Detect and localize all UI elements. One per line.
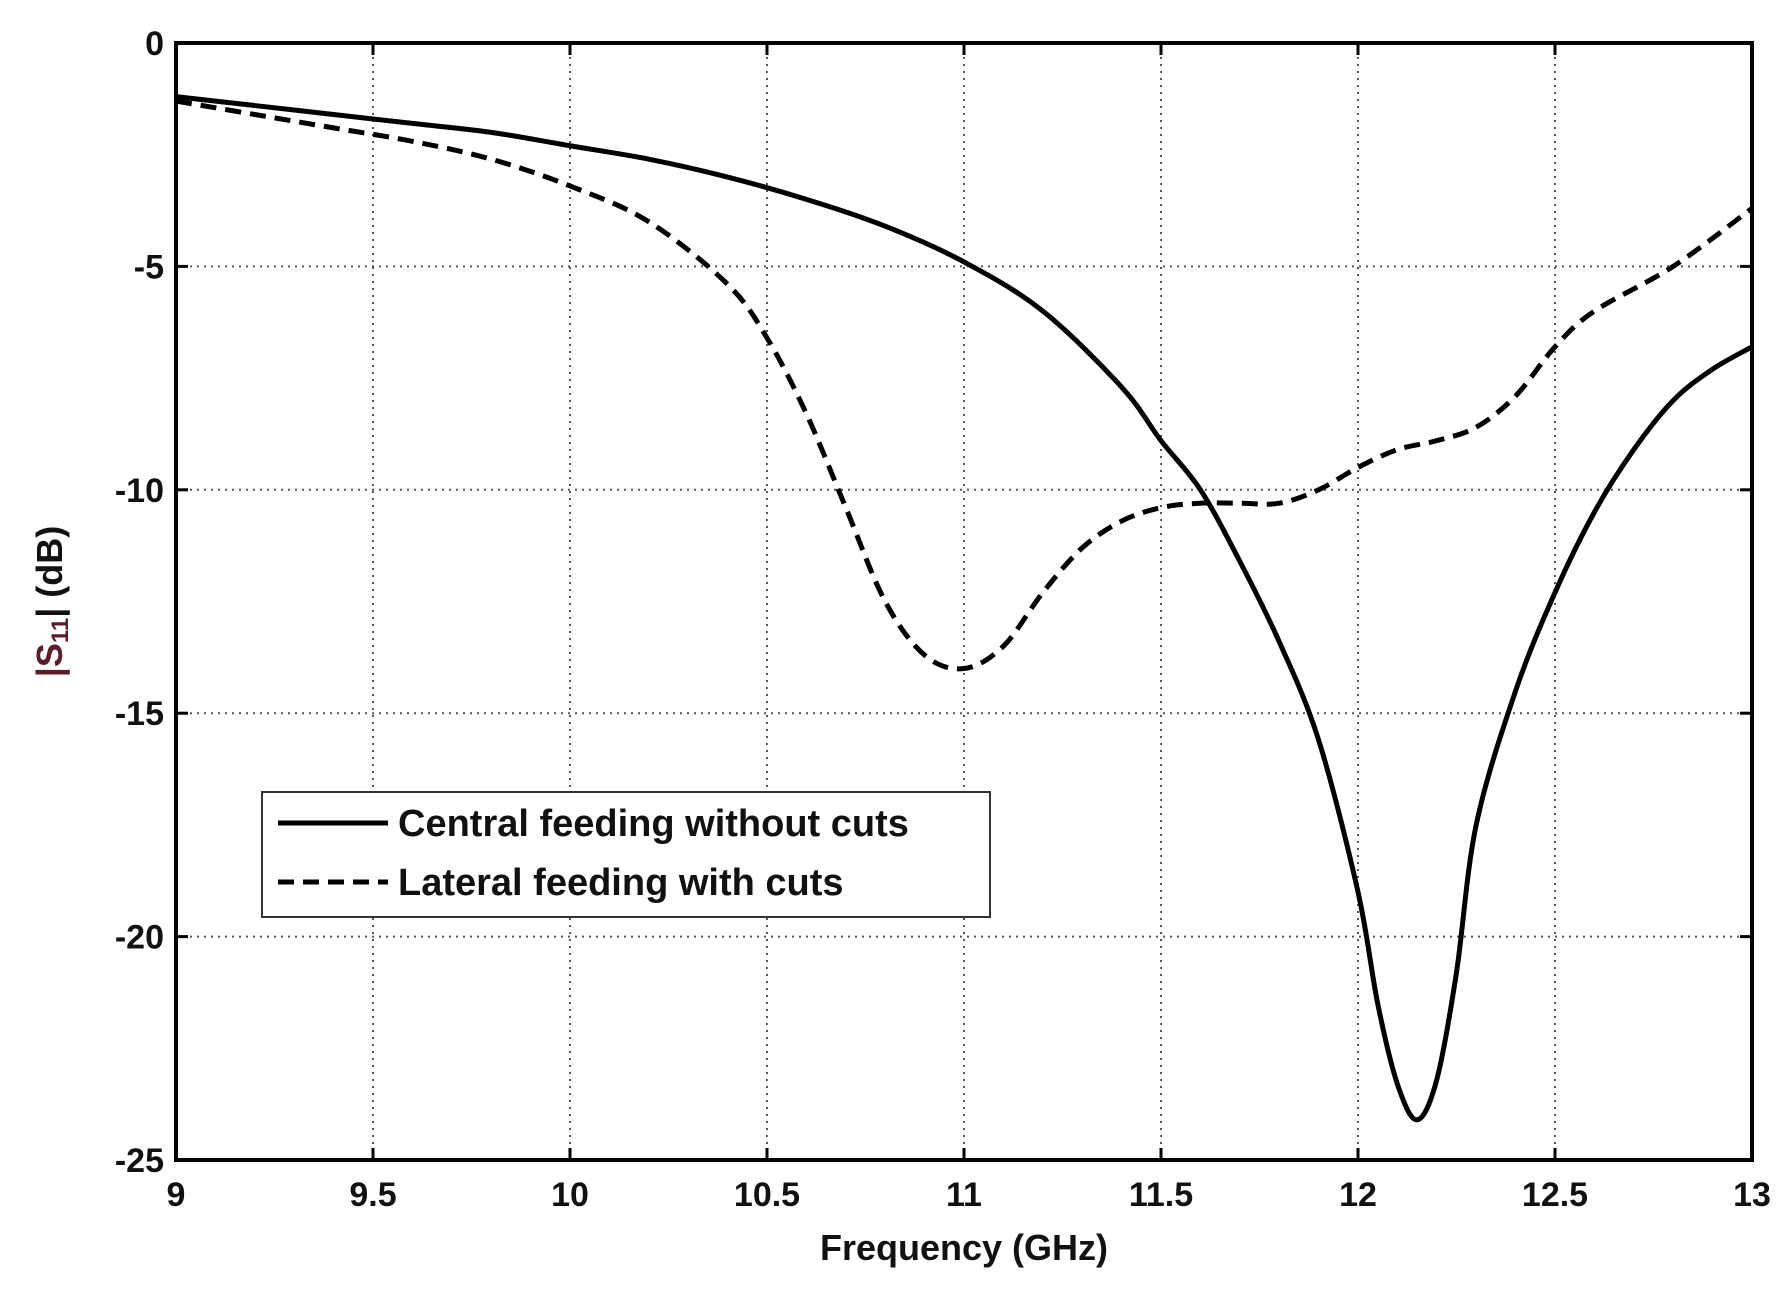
legend-box xyxy=(261,791,991,918)
y-axis-title-subscript: 11 xyxy=(47,618,74,643)
x-tick-label: 12.5 xyxy=(1522,1176,1588,1214)
series-line-lateral-feeding-with-cuts xyxy=(175,98,1754,672)
y-axis-ticks: 0 -5 -10 -15 -20 -25 xyxy=(115,25,1752,1180)
x-tick-label: 11.5 xyxy=(1129,1176,1193,1214)
y-axis-title: |S11| (dB) xyxy=(29,526,74,678)
y-tick-label: -5 xyxy=(134,248,164,286)
y-tick-label: -10 xyxy=(115,472,164,510)
x-tick-label: 10 xyxy=(551,1176,589,1214)
x-tick-label: 10.5 xyxy=(734,1176,800,1214)
x-tick-label: 13 xyxy=(1733,1176,1771,1214)
y-axis-title-suffix: | (dB) xyxy=(29,526,71,618)
x-tick-label: 12 xyxy=(1339,1176,1377,1214)
series-line-central-feeding-without-cuts xyxy=(175,94,1754,1123)
x-axis-title: Frequency (GHz) xyxy=(820,1227,1108,1268)
x-tick-label: 9 xyxy=(167,1176,186,1214)
y-axis-title-prefix: |S xyxy=(29,643,71,677)
x-axis-ticks: 9 9.5 10 10.5 11 11.5 12 12.5 13 xyxy=(167,43,1771,1214)
legend: Central feeding without cuts Lateral fee… xyxy=(261,791,991,918)
y-tick-label: -25 xyxy=(115,1142,164,1180)
legend-label-central-feeding: Central feeding without cuts xyxy=(398,803,909,845)
x-tick-label: 9.5 xyxy=(349,1176,396,1214)
y-tick-label: -20 xyxy=(115,919,164,957)
series-layer xyxy=(175,94,1754,1123)
y-tick-label: -15 xyxy=(115,695,164,733)
y-tick-label: 0 xyxy=(145,25,164,63)
legend-label-lateral-feeding: Lateral feeding with cuts xyxy=(398,862,844,904)
x-tick-label: 11 xyxy=(946,1176,982,1214)
